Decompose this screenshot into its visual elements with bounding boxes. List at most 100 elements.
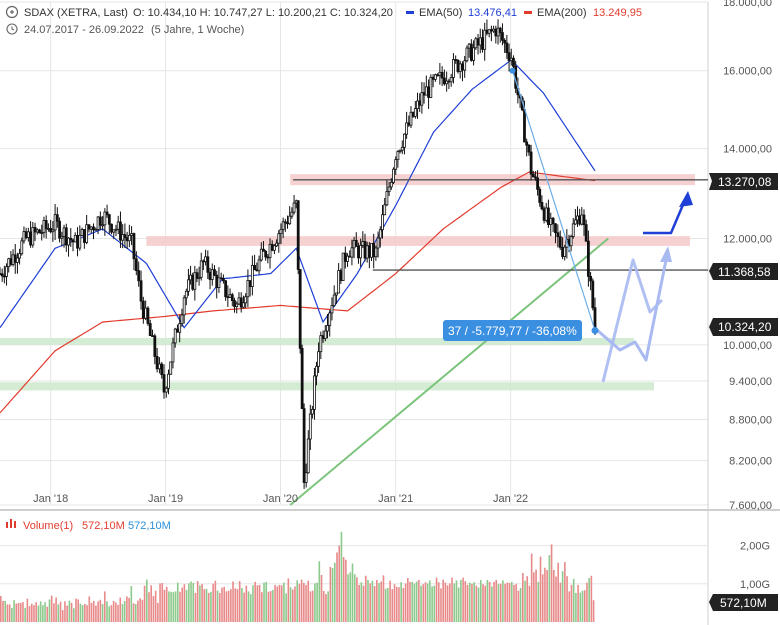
volume-bar [238,581,241,622]
candle-body [132,233,136,260]
candle-body [279,229,283,235]
candle-body [85,224,89,243]
volume-bar [535,569,537,622]
volume-bar [400,582,402,622]
candle-body [571,223,575,237]
candle-body [148,323,152,336]
candle-body [55,214,59,222]
volume-bar [101,604,104,622]
volume-bar [338,545,341,622]
green-zone [0,337,634,345]
volume-bar [55,597,57,622]
candle-body [346,255,349,262]
candle-body [343,252,347,262]
volume-bar [77,599,80,622]
candle-body [268,244,272,258]
volume-bar [559,582,562,622]
volume-bar [519,587,522,622]
candle-body [167,373,170,389]
volume-bar [37,605,40,622]
volume-bar [548,555,551,622]
volume-bar [471,583,473,622]
volume-bar [88,596,91,622]
volume-bar [517,590,520,622]
candle-body [328,312,332,326]
candles [0,19,597,489]
candle-body [431,76,435,80]
candle-body [315,365,318,377]
candle-body [210,269,214,280]
volume-bar [59,601,62,622]
volume-bar [152,596,155,622]
chart-options-icon[interactable] [5,5,19,19]
volume-bar [387,587,389,622]
horizontal-levels [293,179,708,271]
volume-bar [331,568,334,622]
candle-body [153,335,157,357]
volume-bar [181,587,183,622]
volume-bar [418,579,420,622]
volume-bar [256,585,259,622]
volume-bar [444,582,447,622]
volume-bar [449,583,451,622]
volume-bar [92,600,95,622]
candle-body [82,229,86,243]
volume-bar [137,600,139,622]
candle-body [155,356,159,370]
volume-tick-label: 2,00G [740,541,770,553]
volume-bar [280,585,283,622]
candle-body [78,234,82,249]
candle-body [465,47,469,62]
volume-bar [70,602,73,622]
candle-body [337,270,341,294]
candle-body [580,214,584,225]
volume-bar [497,584,500,622]
candle-body [542,208,546,221]
candle-body [341,252,345,281]
candle-body [586,240,590,277]
volume-label: Volume(1) [23,520,73,532]
candle-body [38,229,41,234]
volume-bar [269,591,272,622]
candle-body [264,250,268,258]
volume-bar [422,584,425,622]
candle-body [525,141,529,146]
candle-body [40,232,44,234]
volume-bar [130,586,133,622]
volume-bar [373,586,376,622]
candle-body [361,241,365,246]
candle-body [246,280,250,298]
volume-bar [79,603,82,622]
volume-bar [26,598,29,622]
volume-bar [307,580,310,622]
volume-bar [588,578,590,622]
trendline [289,237,609,506]
volume-icon [6,519,16,528]
volume-bar [17,602,20,622]
candle-body [237,297,241,305]
volume-bar [575,592,577,622]
volume-bar [404,583,407,622]
volume-bar [112,600,115,622]
candle-body [127,234,131,242]
volume-bar [349,572,352,622]
ema50-swatch [406,11,414,14]
volume-bar [566,576,568,622]
candle-body [400,146,404,151]
volume-bar [382,575,385,622]
candle-body [442,77,446,85]
volume-bar [214,580,217,622]
volume-bar [508,583,511,622]
volume-bar [106,601,108,622]
measure-badge: 37 / -5.779,77 / -36,08% [443,320,582,341]
candle-body [467,43,471,49]
volume-bar [234,588,237,622]
time-tick-label: Jan '19 [148,493,183,505]
candle-body [180,314,184,324]
price-tick-label: 14.000,00 [723,144,772,156]
volume-bar [577,584,579,622]
candle-body [370,243,373,258]
candle-body [257,259,261,272]
volume-bar [145,579,148,622]
volume-bar [11,607,13,622]
